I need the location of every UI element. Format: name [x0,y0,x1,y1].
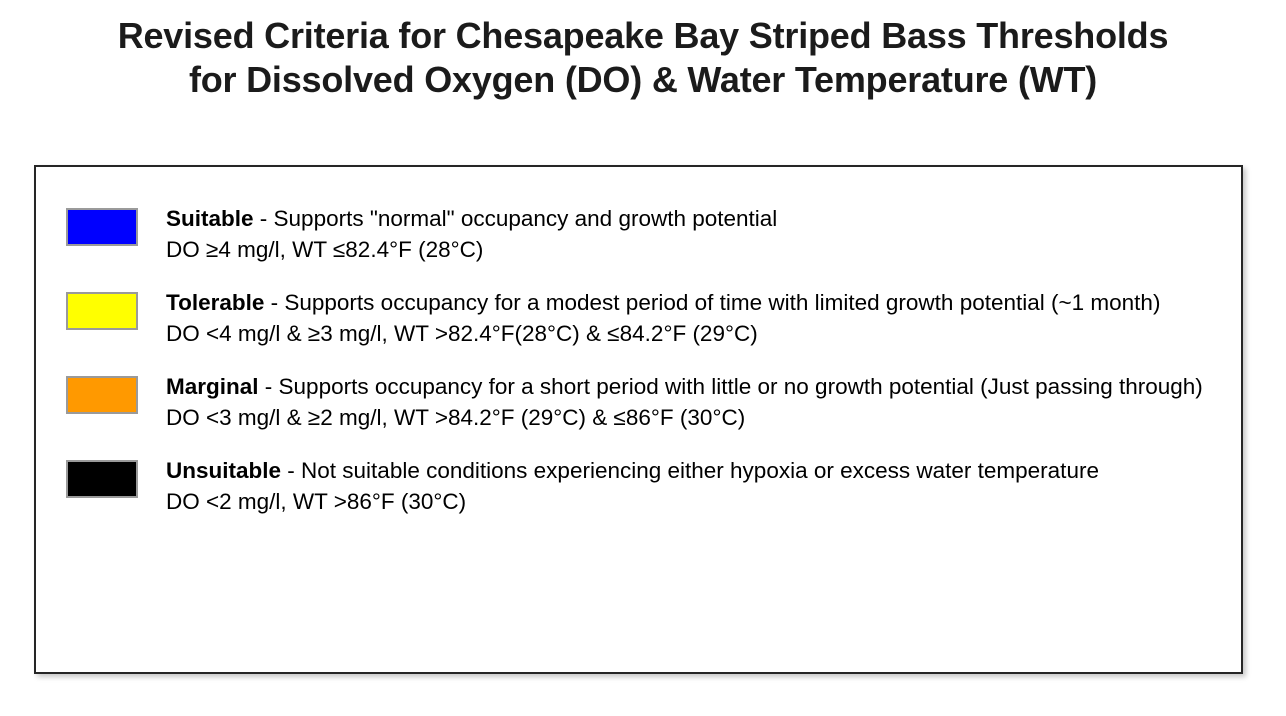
legend-swatch-cell [66,203,166,246]
page-title-line-2: for Dissolved Oxygen (DO) & Water Temper… [188,59,1098,100]
legend-criteria-suitable: DO ≥4 mg/l, WT ≤82.4°F (28°C) [166,237,484,262]
legend-text-suitable: Suitable - Supports "normal" occupancy a… [166,203,1223,265]
page-title-line-1: Revised Criteria for Chesapeake Bay Stri… [117,15,1169,56]
color-swatch-unsuitable [66,460,138,498]
legend-criteria-tolerable: DO <4 mg/l & ≥3 mg/l, WT >82.4°F(28°C) &… [166,321,758,346]
legend-text-unsuitable: Unsuitable - Not suitable conditions exp… [166,455,1223,517]
legend-item-tolerable: Tolerable - Supports occupancy for a mod… [66,287,1223,349]
color-swatch-marginal [66,376,138,414]
legend-list: Suitable - Supports "normal" occupancy a… [36,167,1241,672]
legend-separator: - [258,374,279,399]
legend-separator: - [253,206,274,231]
legend-criteria-unsuitable: DO <2 mg/l, WT >86°F (30°C) [166,489,467,514]
legend-description-tolerable: Supports occupancy for a modest period o… [284,290,1161,315]
legend-item-unsuitable: Unsuitable - Not suitable conditions exp… [66,455,1223,517]
legend-item-marginal: Marginal - Supports occupancy for a shor… [66,371,1223,433]
legend-text-tolerable: Tolerable - Supports occupancy for a mod… [166,287,1223,349]
legend-swatch-cell [66,287,166,330]
legend-panel: Suitable - Supports "normal" occupancy a… [34,165,1243,674]
legend-description-unsuitable: Not suitable conditions experiencing eit… [301,458,1099,483]
legend-label-tolerable: Tolerable [166,290,265,315]
legend-swatch-cell [66,455,166,498]
legend-label-suitable: Suitable [166,206,254,231]
legend-criteria-marginal: DO <3 mg/l & ≥2 mg/l, WT >84.2°F (29°C) … [166,405,746,430]
legend-label-unsuitable: Unsuitable [166,458,282,483]
legend-separator: - [281,458,302,483]
color-swatch-tolerable [66,292,138,330]
legend-swatch-cell [66,371,166,414]
color-swatch-suitable [66,208,138,246]
legend-text-marginal: Marginal - Supports occupancy for a shor… [166,371,1223,433]
legend-item-suitable: Suitable - Supports "normal" occupancy a… [66,203,1223,265]
legend-separator: - [264,290,285,315]
legend-label-marginal: Marginal [166,374,259,399]
legend-description-suitable: Supports "normal" occupancy and growth p… [273,206,778,231]
legend-description-marginal: Supports occupancy for a short period wi… [278,374,1203,399]
page-title: Revised Criteria for Chesapeake Bay Stri… [0,14,1286,102]
